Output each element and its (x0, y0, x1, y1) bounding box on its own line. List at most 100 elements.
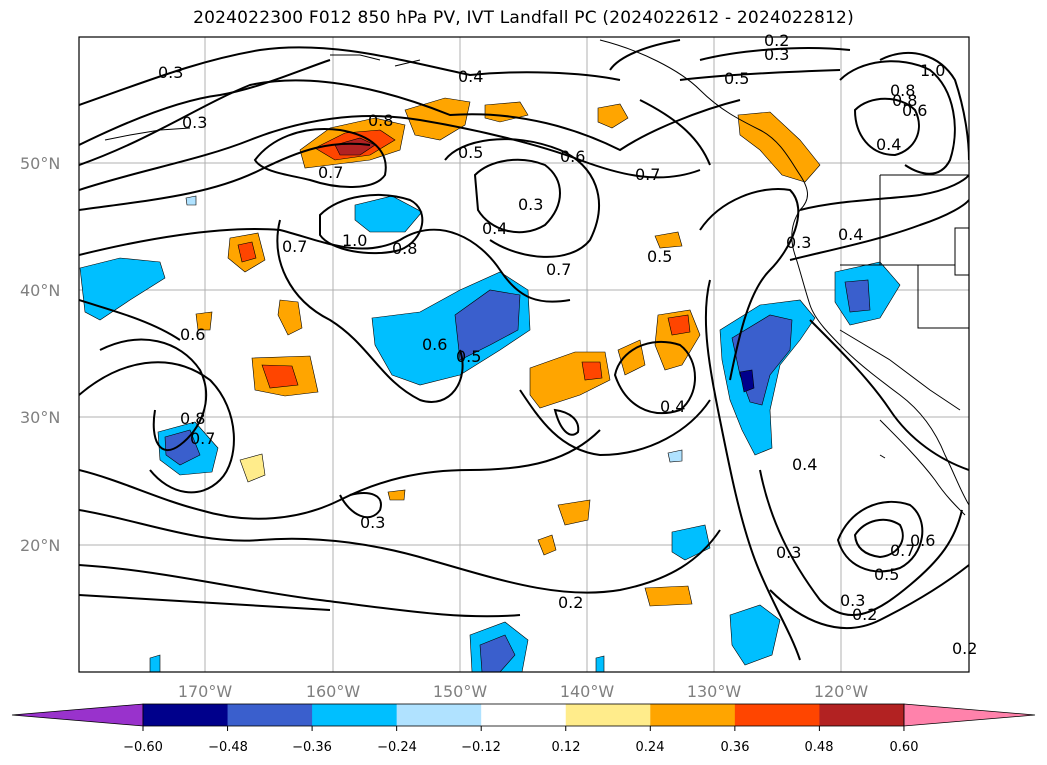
pv-contours (79, 39, 969, 661)
colorbar-tick-labels: −0.60 −0.48 −0.36 −0.24 −0.12 0.12 0.24 … (123, 740, 918, 755)
negative-anomaly-region (185, 195, 197, 206)
contour-label: 0.8 (892, 91, 917, 110)
colorbar-tick-label: −0.24 (377, 740, 417, 755)
colorbar-segment (396, 704, 482, 726)
contour-label: 0.2 (558, 593, 583, 612)
lat-label: 40°N (20, 281, 60, 300)
contour-label: 0.3 (182, 113, 207, 132)
contour-label: 0.4 (838, 225, 863, 244)
positive-anomaly-region (597, 103, 629, 129)
lon-label: 130°W (687, 682, 742, 701)
lon-label: 120°W (814, 682, 869, 701)
lat-label: 30°N (20, 408, 60, 427)
colorbar (11, 703, 1036, 731)
latitude-labels: 50°N 40°N 30°N 20°N (20, 154, 60, 555)
contour-label: 0.2 (764, 31, 789, 50)
negative-anomaly-region (667, 449, 683, 463)
contour-label: 0.6 (560, 147, 585, 166)
contour-label: 0.5 (874, 565, 899, 584)
contour-label: 0.2 (852, 605, 877, 624)
colorbar-extend-max (903, 703, 1036, 727)
contour-label: 0.7 (546, 260, 571, 279)
contour-label: 0.5 (458, 143, 483, 162)
negative-anomaly-region (595, 655, 605, 672)
positive-anomaly-region (239, 453, 266, 483)
contour-label: 0.3 (786, 233, 811, 252)
map-panel (79, 37, 969, 672)
colorbar-segment (565, 704, 651, 726)
contour-label: 0.6 (910, 531, 935, 550)
positive-anomaly-region (261, 364, 299, 389)
positive-anomaly-region (387, 489, 406, 501)
negative-anomaly-region (79, 257, 166, 321)
colorbar-segment (227, 704, 313, 726)
positive-anomaly-region (667, 314, 691, 336)
contour-label: 0.3 (158, 63, 183, 82)
negative-anomaly-region (149, 654, 161, 672)
colorbar-frame (142, 703, 905, 727)
contour-label: 0.7 (635, 165, 660, 184)
negative-anomaly-region (164, 429, 201, 466)
colorbar-segment (819, 704, 905, 726)
contour-label: 0.6 (902, 101, 927, 120)
positive-anomaly-region (654, 231, 683, 249)
colorbar-tick-label: −0.36 (292, 740, 332, 755)
contour-label-layer: 0.3 0.3 0.4 0.5 0.2 0.3 0.8 0.7 0.5 0.6 … (158, 31, 977, 658)
contour-label: 0.4 (876, 135, 901, 154)
contour-label: 0.8 (392, 239, 417, 258)
colorbar-tick-label: 0.24 (636, 740, 665, 755)
contour-label: 0.5 (647, 247, 672, 266)
lat-label: 50°N (20, 154, 60, 173)
contour-label: 0.5 (456, 347, 481, 366)
contour-label: 0.4 (482, 219, 507, 238)
positive-anomaly-region (404, 97, 471, 141)
positive-anomaly-region (277, 299, 303, 336)
positive-anomaly-region (557, 499, 591, 526)
contour-label: 0.3 (776, 543, 801, 562)
positive-anomaly-region (581, 361, 603, 381)
contour-label: 0.6 (422, 335, 447, 354)
colorbar-segment (143, 704, 229, 726)
contour-label: 0.7 (318, 163, 343, 182)
positive-anomaly-region (644, 585, 693, 607)
lat-label: 20°N (20, 536, 60, 555)
contour-label: 0.4 (458, 67, 483, 86)
contour-label: 0.4 (660, 397, 685, 416)
negative-anomaly-region (671, 524, 711, 561)
lon-label: 170°W (178, 682, 233, 701)
colorbar-segment (734, 704, 820, 726)
contour-label: 0.7 (890, 541, 915, 560)
contour-label: 0.8 (890, 81, 915, 100)
colorbar-extend-min (11, 703, 144, 727)
lon-label: 160°W (306, 682, 361, 701)
colorbar-tick-label: 0.12 (552, 740, 581, 755)
negative-anomaly-region (454, 289, 521, 361)
lon-label: 150°W (433, 682, 488, 701)
colorbar-tick-label: −0.12 (461, 740, 501, 755)
colorbar-tick-label: 0.48 (805, 740, 834, 755)
contour-label: 0.6 (180, 325, 205, 344)
contour-label: 0.8 (180, 409, 205, 428)
colorbar-tick-label: −0.48 (208, 740, 248, 755)
map-title: 2024022300 F012 850 hPa PV, IVT Landfall… (193, 8, 854, 28)
positive-anomaly-region (537, 534, 557, 556)
positive-anomaly-region (334, 137, 376, 156)
positive-anomaly-region (195, 311, 213, 331)
colorbar-segment (312, 704, 398, 726)
colorbar-tick-label: −0.60 (123, 740, 163, 755)
negative-anomaly-region (729, 604, 781, 666)
colorbar-segment (481, 704, 567, 726)
lon-label: 140°W (560, 682, 615, 701)
contour-label: 0.5 (724, 69, 749, 88)
contour-label: 1.0 (342, 231, 367, 250)
negative-anomaly-region (739, 369, 755, 393)
contour-label: 0.2 (952, 639, 977, 658)
colorbar-tick-label: 0.36 (721, 740, 750, 755)
map-frame (78, 36, 970, 673)
longitude-labels: 170°W 160°W 150°W 140°W 130°W 120°W (178, 682, 869, 701)
coastlines (104, 39, 969, 516)
contour-label: 0.3 (360, 513, 385, 532)
contour-label: 1.0 (920, 61, 945, 80)
contour-label: 0.7 (190, 429, 215, 448)
